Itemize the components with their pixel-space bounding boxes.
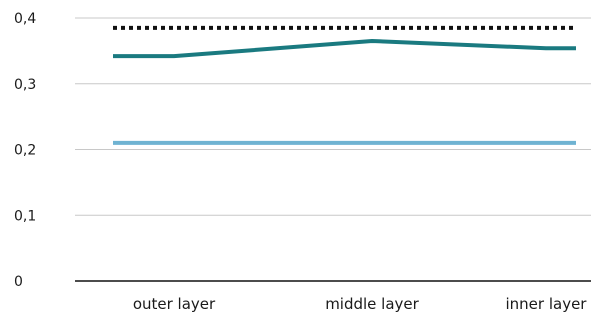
x-tick-label: middle layer	[325, 295, 419, 313]
x-tick-label: inner layer	[506, 295, 588, 313]
y-tick-label: 0,4	[14, 11, 36, 27]
y-axis-tick-labels: 0 0,1 0,2 0,3 0,4	[14, 11, 36, 290]
y-tick-label: 0	[14, 274, 23, 290]
series-line-2	[113, 39, 576, 59]
x-axis-tick-labels: outer layer middle layer inner layer	[133, 295, 588, 313]
y-tick-label: 0,1	[14, 208, 36, 224]
gridlines	[75, 17, 591, 216]
y-tick-label: 0,3	[14, 77, 36, 93]
y-tick-label: 0,2	[14, 143, 36, 159]
x-tick-label: outer layer	[133, 295, 216, 313]
series-group	[113, 25, 576, 145]
